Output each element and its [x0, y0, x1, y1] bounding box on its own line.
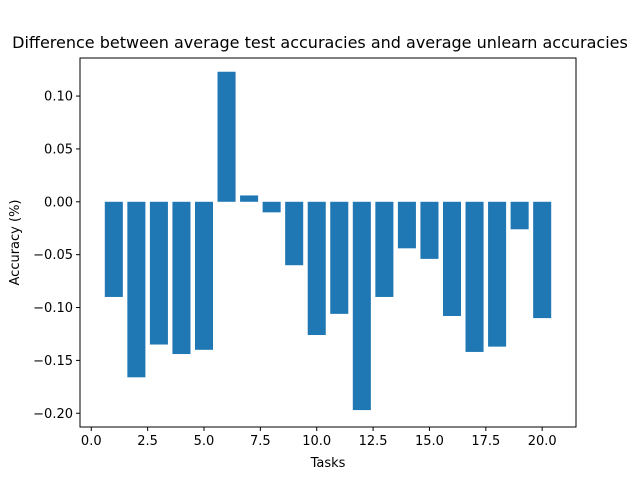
y-axis-label: Accuracy (%)	[8, 200, 23, 286]
y-tick-label: 0.05	[44, 142, 73, 157]
y-tick-label: −0.05	[33, 248, 73, 263]
y-tick-label: −0.15	[33, 354, 73, 369]
chart-title: Difference between average test accuraci…	[12, 33, 628, 52]
bar-task-16	[442, 201, 462, 316]
y-tick-label: 0.00	[44, 195, 73, 210]
bar-task-15	[420, 201, 439, 259]
bar-task-11	[330, 201, 349, 314]
y-tick-label: −0.10	[33, 301, 73, 316]
bar-task-19	[510, 201, 529, 230]
bar-task-10	[307, 201, 326, 336]
x-ticks: 0.0 2.5 5.0 7.5 10.0 12.5 15.0 17.5 20.0	[81, 427, 557, 449]
bar-task-8	[262, 201, 281, 213]
bar-task-4	[172, 201, 191, 355]
bar-task-1	[104, 201, 123, 297]
x-tick-label: 15.0	[415, 434, 444, 449]
x-tick-label: 12.5	[359, 434, 388, 449]
bar-task-9	[285, 201, 304, 266]
bar-task-7	[240, 195, 259, 202]
bar-task-18	[488, 201, 507, 347]
x-tick-label: 0.0	[81, 434, 102, 449]
x-tick-label: 7.5	[250, 434, 271, 449]
plot-frame	[79, 57, 577, 428]
x-tick-label: 2.5	[137, 434, 158, 449]
bar-task-12	[352, 201, 371, 411]
bar-task-14	[397, 201, 416, 249]
bar-task-20	[533, 201, 552, 319]
bar-task-3	[149, 201, 168, 345]
bars-group	[104, 71, 552, 411]
bar-task-6	[217, 71, 236, 202]
y-tick-label: −0.20	[33, 407, 73, 422]
bar-task-2	[127, 201, 146, 378]
y-ticks: −0.20 −0.15 −0.10 −0.05 0.00 0.05 0.10	[33, 90, 80, 422]
bar-task-5	[194, 201, 214, 350]
x-tick-label: 17.5	[471, 434, 500, 449]
x-axis-label: Tasks	[310, 456, 346, 471]
x-tick-label: 10.0	[302, 434, 331, 449]
x-tick-label: 5.0	[194, 434, 215, 449]
x-tick-label: 20.0	[528, 434, 557, 449]
y-tick-label: 0.10	[44, 90, 73, 105]
bar-task-13	[375, 201, 394, 297]
bar-task-17	[465, 201, 484, 352]
